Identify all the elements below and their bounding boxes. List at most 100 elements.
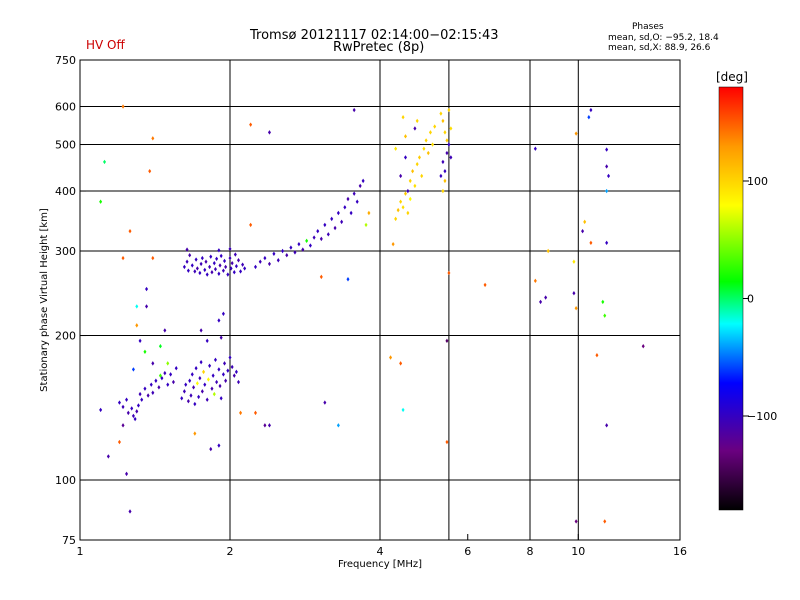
data-point [228,246,232,252]
data-point [166,361,170,366]
data-point [148,168,152,174]
data-point [263,423,267,428]
data-point [182,264,186,270]
data-point [160,375,164,381]
data-point [445,150,449,156]
data-point [205,397,209,402]
data-point [195,266,199,271]
data-point [443,178,447,184]
data-point [125,471,129,477]
data-point [352,191,356,196]
data-point [212,391,216,397]
data-point [445,138,449,143]
data-point [126,410,130,416]
x-axis-label: Frequency [MHz] [338,559,422,570]
data-point [272,251,276,257]
data-point [169,372,173,377]
data-point [223,258,227,264]
data-point [151,390,155,395]
data-point [447,107,451,113]
data-point [401,407,405,413]
data-point [199,359,203,365]
data-point [330,216,334,222]
data-point [184,382,188,387]
data-point [367,210,371,216]
data-point [157,385,161,390]
data-point [232,373,236,378]
data-point [607,173,611,179]
data-point [188,378,192,383]
data-point [394,146,398,151]
data-point [223,361,227,366]
data-point [406,210,410,216]
x-tick-label: 2 [227,545,234,558]
x-tick-label: 8 [527,545,534,558]
data-point [143,386,147,391]
data-point [349,210,353,216]
data-point [441,188,445,194]
data-point [217,318,221,323]
data-point [605,423,609,428]
data-point [399,361,403,366]
data-point [199,261,203,267]
hv-status-label: HV Off [86,38,125,52]
data-point [355,199,359,204]
data-point [133,416,137,422]
colorbar-tick-label: 0 [747,293,754,306]
x-tick-label: 10 [571,545,585,558]
data-point [408,178,412,184]
data-point [192,385,196,390]
data-point [267,423,271,428]
y-tick-label: 600 [55,101,76,114]
data-point [346,277,350,282]
data-point [131,367,135,372]
data-point [415,161,419,167]
data-point [401,205,405,210]
chart-title: Tromsø 20121117 02:14:00−02:15:43 [250,28,499,43]
data-point [234,369,238,375]
data-point [224,264,228,270]
data-point [138,338,142,344]
data-point [239,410,243,416]
data-point [605,164,609,169]
data-point [603,313,607,318]
x-tick-label: 16 [673,545,687,558]
data-point [415,118,419,124]
data-point [217,271,221,276]
y-tick-label: 200 [55,330,76,343]
data-point [189,393,193,398]
data-point [364,222,368,228]
data-point [219,396,223,401]
colorbar-tick-label: −100 [747,410,777,423]
data-point [135,304,139,309]
y-axis-label: Stationary phase Virtual Height [km] [39,208,50,392]
data-point [106,454,110,459]
data-point [213,266,217,272]
data-point [239,269,243,274]
data-point [219,335,223,340]
data-point [130,406,134,411]
colorbar [718,86,744,511]
data-point [188,253,192,258]
data-point [226,368,230,373]
data-point [574,519,578,524]
data-point [316,228,320,234]
data-point [389,355,393,360]
data-point [441,118,445,124]
data-point [151,255,155,261]
data-point [143,349,147,354]
data-point [217,248,221,253]
data-point [145,286,149,292]
y-tick-label: 500 [55,139,76,152]
data-point [103,159,107,165]
data-point [428,130,432,135]
data-point [195,381,199,386]
data-point [219,253,223,259]
data-point [243,266,247,271]
data-point [326,232,330,237]
data-point [171,379,175,385]
y-axis-ticks: 75 100 200 300 400 500 600 750 [55,54,86,547]
data-point [601,299,605,305]
data-point [249,222,253,228]
data-point [394,216,398,222]
